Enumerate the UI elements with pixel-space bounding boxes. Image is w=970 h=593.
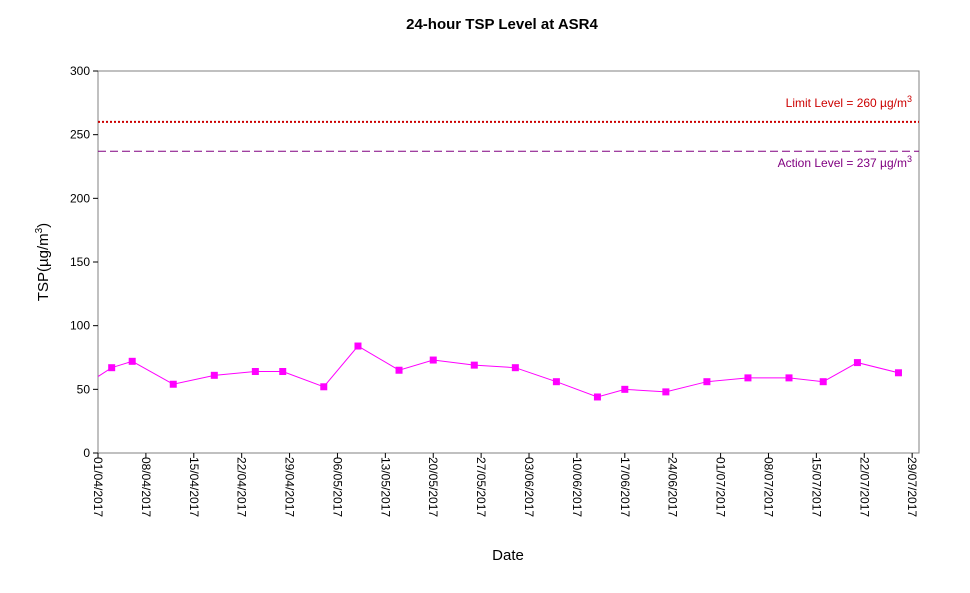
data-point (470, 361, 478, 369)
x-tick-label: 27/05/2017 (474, 457, 488, 517)
reference-line-label-sup: 3 (907, 94, 912, 104)
reference-line-label-main: Limit Level = 260 µg/m (786, 96, 907, 110)
chart-title: 24-hour TSP Level at ASR4 (406, 16, 598, 33)
data-point (279, 368, 287, 376)
x-tick-label: 03/06/2017 (522, 457, 536, 517)
data-point (251, 368, 259, 376)
x-tick-label: 22/07/2017 (857, 457, 871, 517)
x-tick-label: 22/04/2017 (235, 457, 249, 517)
data-point (853, 359, 861, 367)
x-axis-title: Date (492, 547, 524, 564)
data-point (395, 366, 403, 374)
reference-line-label-sup: 3 (907, 154, 912, 164)
x-tick-label: 08/04/2017 (139, 457, 153, 517)
y-axis-title-main: TSP(µg/m (35, 233, 52, 301)
x-tick-label: 06/05/2017 (330, 457, 344, 517)
x-tick-label: 13/05/2017 (378, 457, 392, 517)
series-group (97, 342, 902, 401)
x-tick-label: 08/07/2017 (761, 457, 775, 517)
y-tick-label: 150 (70, 255, 90, 269)
data-point (785, 374, 793, 382)
reference-line-label-main: Action Level = 237 µg/m (778, 156, 907, 170)
data-point (210, 371, 218, 379)
y-axis-title: TSP(µg/m3) (34, 223, 52, 301)
data-point (354, 342, 362, 350)
data-point (511, 364, 519, 372)
y-axis-title-sup: 3 (34, 227, 45, 233)
data-point (552, 378, 560, 386)
x-tick-label: 10/06/2017 (570, 457, 584, 517)
data-point (169, 380, 177, 388)
x-tick-label: 29/04/2017 (283, 457, 297, 517)
data-point (108, 364, 116, 372)
data-point (128, 357, 136, 365)
data-point (593, 393, 601, 401)
y-tick-label: 300 (70, 64, 90, 78)
x-tick-label: 01/07/2017 (714, 457, 728, 517)
data-point (621, 385, 629, 393)
x-tick-label: 17/06/2017 (618, 457, 632, 517)
y-tick-label: 200 (70, 191, 90, 205)
x-tick-label: 20/05/2017 (426, 457, 440, 517)
reference-line-label: Action Level = 237 µg/m3 (778, 154, 912, 170)
x-tick-label: 01/04/2017 (91, 457, 105, 517)
y-tick-label: 250 (70, 128, 90, 142)
data-point (819, 378, 827, 386)
plot-area (97, 70, 920, 454)
data-point (703, 378, 711, 386)
x-tick-label: 15/07/2017 (809, 457, 823, 517)
y-tick-label: 0 (83, 446, 90, 460)
y-tick-label: 100 (70, 319, 90, 333)
x-axis: 01/04/2017 08/04/2017 15/04/2017 22/04/2017… (91, 453, 919, 517)
y-axis-title-close: ) (35, 223, 52, 228)
data-point (429, 356, 437, 364)
data-point (662, 388, 670, 396)
x-tick-label: 29/07/2017 (905, 457, 919, 517)
reference-line-label: Limit Level = 260 µg/m3 (786, 94, 912, 110)
x-tick-label: 24/06/2017 (666, 457, 680, 517)
data-point (744, 374, 752, 382)
y-axis: 0 50 100 150 200 250 300 (70, 64, 98, 460)
data-point (320, 383, 328, 391)
y-tick-label: 50 (77, 382, 91, 396)
data-point (894, 369, 902, 377)
x-tick-label: 15/04/2017 (187, 457, 201, 517)
